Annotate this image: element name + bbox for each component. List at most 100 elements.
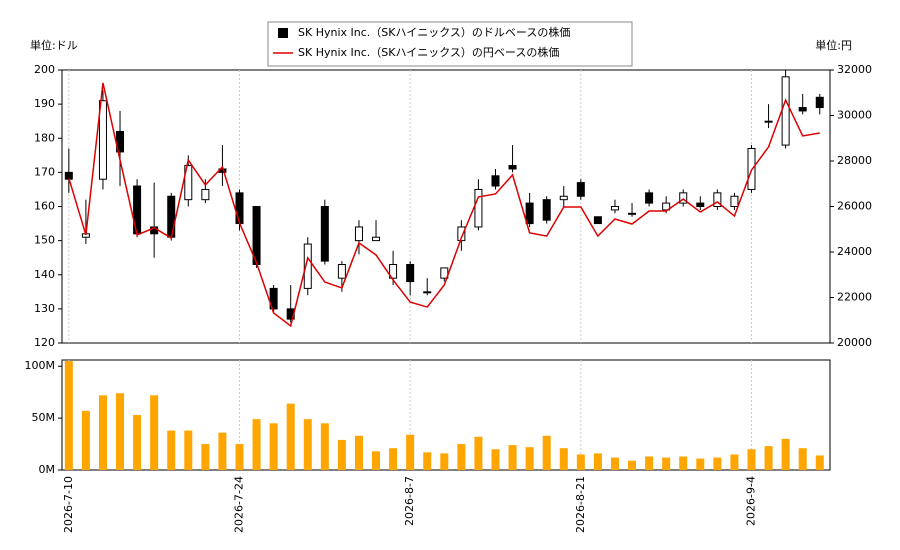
y-tick-label: 170: [34, 165, 55, 178]
candle-body: [201, 188, 210, 201]
candle-body: [423, 291, 432, 294]
volume-bar: [491, 449, 500, 470]
volume-bar: [184, 430, 193, 470]
legend-label: SK Hynix Inc.（SKハイニックス）の円ベースの株価: [298, 45, 559, 59]
volume-bar: [64, 361, 73, 470]
y2-axis-unit: 単位:円: [815, 38, 852, 52]
candle-body: [542, 199, 551, 221]
volume-bar: [593, 453, 602, 470]
volume-bar: [662, 457, 671, 470]
volume-bar: [167, 430, 176, 470]
volume-bar: [269, 423, 278, 470]
y2-tick-label: 28000: [837, 154, 872, 167]
volume-bar: [713, 457, 722, 470]
candle-body: [235, 192, 244, 225]
x-tick-label: 2026-7-24: [232, 476, 245, 533]
y-axis-unit: 単位:ドル: [30, 38, 78, 52]
volume-bar: [81, 410, 90, 470]
y-tick-label: 190: [34, 97, 55, 110]
y2-tick-label: 30000: [837, 109, 872, 122]
legend-label: SK Hynix Inc.（SKハイニックス）のドルベースの株価: [298, 25, 570, 39]
candle-body: [559, 195, 568, 201]
x-tick-label: 2026-9-4: [744, 476, 757, 526]
y2-tick-label: 20000: [837, 336, 872, 349]
candle-body: [508, 165, 517, 170]
volume-bar: [679, 456, 688, 470]
candle-body: [491, 175, 500, 187]
y-tick-label: 100M: [25, 359, 56, 372]
candle-body: [474, 188, 483, 228]
y-tick-label: 140: [34, 268, 55, 281]
y-tick-label: 120: [34, 336, 55, 349]
legend-swatch: [278, 28, 288, 38]
volume-bar: [150, 395, 159, 470]
volume-bar: [542, 435, 551, 470]
volume-bar: [423, 452, 432, 470]
y-tick-label: 130: [34, 302, 55, 315]
yen-line: [68, 82, 820, 328]
volume-bar: [303, 419, 312, 470]
candle-body: [167, 195, 176, 238]
volume-bar: [696, 458, 705, 470]
volume-bar: [252, 419, 261, 470]
y2-tick-label: 32000: [837, 63, 872, 76]
volume-bar: [133, 415, 142, 470]
volume-bar: [815, 455, 824, 470]
candle-body: [372, 236, 381, 242]
y2-tick-label: 26000: [837, 200, 872, 213]
candle-body: [525, 202, 534, 225]
y-tick-label: 50M: [32, 411, 56, 424]
y-tick-label: 160: [34, 200, 55, 213]
volume-bar: [559, 448, 568, 470]
candle-body: [337, 264, 346, 279]
y-tick-label: 0M: [39, 463, 56, 476]
candle-body: [184, 165, 193, 201]
y-tick-label: 150: [34, 234, 55, 247]
candle-body: [320, 206, 329, 262]
volume-bar: [525, 447, 534, 470]
candle-body: [713, 192, 722, 208]
volume-bar: [320, 423, 329, 470]
volume-bar: [354, 435, 363, 470]
y-tick-label: 200: [34, 63, 55, 76]
candle-body: [730, 195, 739, 207]
volume-bar: [286, 403, 295, 470]
candle-body: [645, 192, 654, 204]
candle-body: [815, 96, 824, 109]
candle-body: [406, 264, 415, 283]
volume-bar: [116, 393, 125, 470]
volume-bar: [576, 454, 585, 470]
candle-body: [610, 206, 619, 211]
volume-bar: [798, 448, 807, 470]
x-tick-label: 2026-8-21: [574, 476, 587, 533]
volume-bar: [235, 444, 244, 470]
candle-body: [662, 202, 671, 211]
candle-body: [764, 120, 773, 123]
candle-body: [798, 107, 807, 112]
volume-bar: [730, 454, 739, 470]
candle-body: [389, 264, 398, 279]
volume-bar: [457, 444, 466, 470]
volume-bar: [218, 432, 227, 470]
volume-bar: [372, 451, 381, 470]
candle-body: [679, 192, 688, 204]
candle-body: [576, 182, 585, 197]
volume-bar: [747, 449, 756, 470]
volume-bar: [440, 453, 449, 470]
x-tick-label: 2026-8-7: [403, 476, 416, 526]
candle-body: [303, 243, 312, 289]
candle-body: [440, 267, 449, 279]
y2-tick-label: 22000: [837, 291, 872, 304]
volume-bar: [645, 456, 654, 470]
candle-body: [696, 202, 705, 207]
x-tick-label: 2026-7-10: [62, 476, 75, 533]
volume-bar: [406, 434, 415, 470]
candle-body: [781, 76, 790, 146]
volume-bar: [610, 457, 619, 470]
y-tick-label: 180: [34, 131, 55, 144]
volume-bar: [201, 444, 210, 470]
volume-bar: [98, 395, 107, 470]
candle-body: [457, 226, 466, 242]
legend-box: [267, 21, 633, 67]
